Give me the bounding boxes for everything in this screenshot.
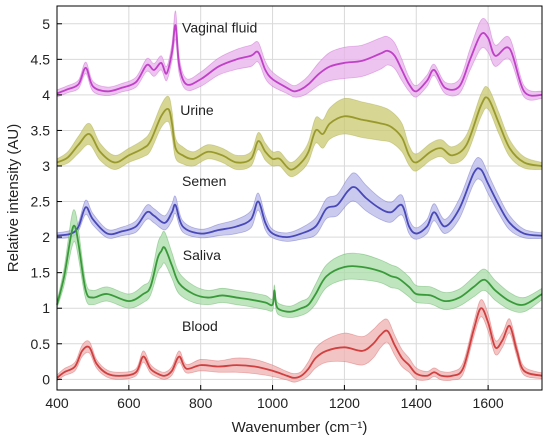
y-tick-label: 2.5 [31, 194, 51, 210]
vaginal-fluid-band-lower-edge [56, 39, 543, 101]
saliva-mean-line [56, 224, 543, 313]
x-axis-title: Wavenumber (cm⁻¹) [232, 419, 368, 436]
y-tick-label: 1.5 [31, 265, 51, 281]
blood-std-band [57, 299, 542, 383]
urine-band-lower-edge [56, 107, 543, 178]
y-tick-label: 0 [42, 371, 50, 387]
urine-band-upper-edge [56, 85, 543, 163]
semen-mean-line [56, 167, 543, 239]
vaginal-fluid-band-upper-edge [56, 10, 543, 92]
semen-band-upper-edge [56, 157, 543, 234]
y-tick-label: 4.5 [31, 51, 51, 67]
vaginal-fluid-series-label: Vaginal fluid [182, 19, 257, 35]
y-tick-label: 4 [42, 87, 50, 103]
urine-mean-line [56, 96, 543, 171]
y-axis-title: Relative intensity (AU) [5, 124, 22, 272]
blood-series-label: Blood [182, 318, 218, 334]
x-tick-label: 1000 [257, 395, 288, 411]
y-tick-label: 1 [42, 300, 50, 316]
y-tick-label: 0.5 [31, 336, 51, 352]
semen-series-label: Semen [182, 173, 226, 189]
mean-lines [56, 24, 543, 379]
x-tick-label: 1200 [329, 395, 360, 411]
vaginal-fluid-mean-line [56, 24, 543, 97]
urine-series-label: Urine [180, 102, 214, 118]
urine-std-band [57, 86, 542, 177]
saliva-band-upper-edge [56, 209, 543, 307]
std-bands [56, 10, 543, 383]
series-labels: Vaginal fluid Urine Semen Saliva Blood [180, 19, 257, 334]
plot-area-frame [56, 5, 543, 391]
axis-ticks: 400 600 800 1000 1200 1400 1600 0 0.5 1 1.5 2 2.5 3 3.… [31, 16, 504, 411]
x-tick-label: 600 [117, 395, 141, 411]
blood-band-lower-edge [56, 316, 543, 383]
x-tick-label: 1600 [473, 395, 504, 411]
x-tick-label: 400 [45, 395, 69, 411]
y-tick-label: 3.5 [31, 122, 51, 138]
blood-mean-line [56, 307, 543, 379]
x-tick-label: 800 [189, 395, 213, 411]
semen-band-lower-edge [56, 178, 543, 242]
saliva-series-label: Saliva [183, 247, 221, 263]
saliva-std-band [57, 209, 542, 318]
blood-band-upper-edge [56, 299, 543, 376]
semen-std-band [57, 157, 542, 242]
y-tick-label: 5 [42, 16, 50, 32]
y-tick-label: 3 [42, 158, 50, 174]
x-tick-label: 1400 [401, 395, 432, 411]
y-tick-label: 2 [42, 229, 50, 245]
